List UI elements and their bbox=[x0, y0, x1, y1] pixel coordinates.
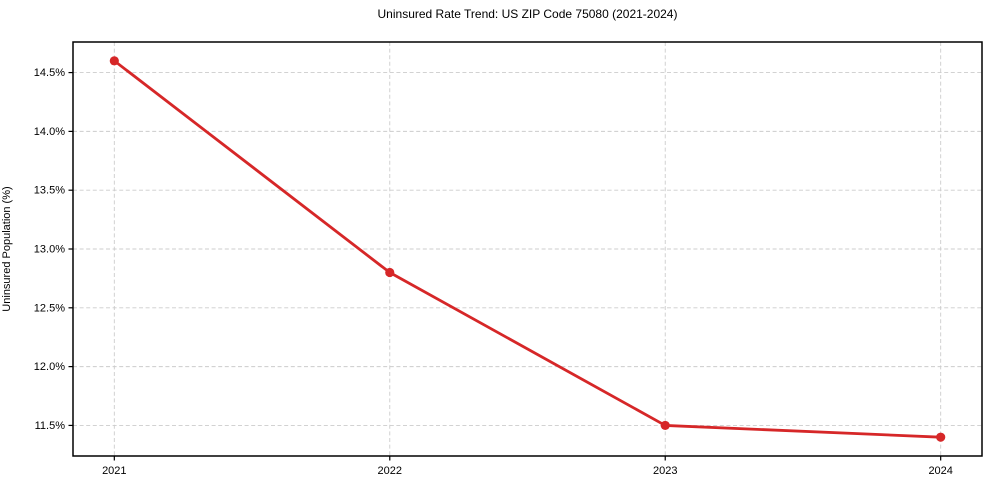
chart-title: Uninsured Rate Trend: US ZIP Code 75080 … bbox=[377, 7, 678, 21]
trend-line bbox=[113, 59, 941, 439]
y-tick-label: 12.5% bbox=[34, 302, 65, 314]
data-point bbox=[385, 267, 395, 278]
y-tick-label: 12.0% bbox=[34, 361, 65, 373]
y-tick-label: 14.0% bbox=[34, 126, 65, 138]
x-tick-label: 2022 bbox=[378, 465, 402, 477]
x-tick-label: 2021 bbox=[102, 465, 126, 477]
data-point bbox=[936, 432, 946, 442]
data-point bbox=[660, 420, 670, 431]
y-tick-label: 14.5% bbox=[34, 67, 65, 79]
y-tick-label: 13.0% bbox=[34, 244, 65, 256]
x-tick-label: 2023 bbox=[653, 465, 677, 477]
y-tick-label: 11.5% bbox=[35, 420, 66, 432]
y-axis-label: Uninsured Population (%) bbox=[1, 186, 13, 312]
data-point bbox=[109, 56, 119, 66]
x-tick-label: 2024 bbox=[928, 465, 952, 477]
y-tick-label: 13.5% bbox=[34, 185, 65, 197]
